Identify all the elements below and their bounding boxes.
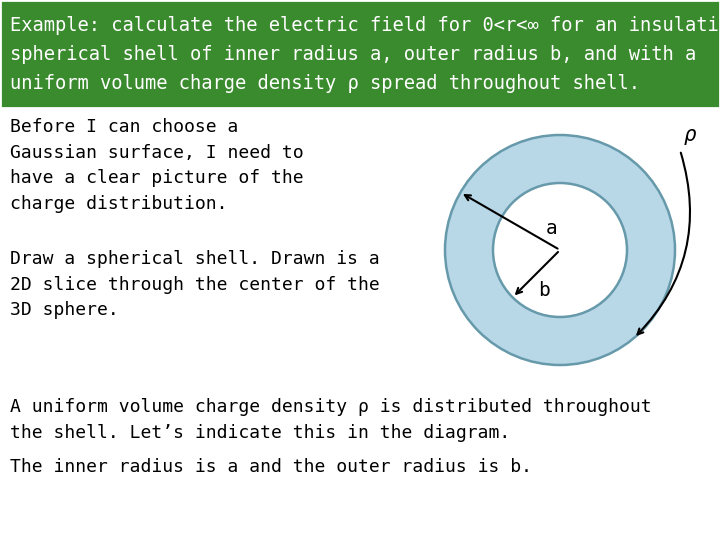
Text: Draw a spherical shell. Drawn is a
2D slice through the center of the
3D sphere.: Draw a spherical shell. Drawn is a 2D sl…	[10, 250, 379, 319]
Text: ρ: ρ	[684, 125, 696, 145]
Text: The inner radius is a and the outer radius is b.: The inner radius is a and the outer radi…	[10, 458, 532, 476]
Text: A uniform volume charge density ρ is distributed throughout
the shell. Let’s ind: A uniform volume charge density ρ is dis…	[10, 398, 652, 442]
Text: Before I can choose a
Gaussian surface, I need to
have a clear picture of the
ch: Before I can choose a Gaussian surface, …	[10, 118, 304, 213]
Circle shape	[445, 135, 675, 365]
Text: a: a	[546, 219, 558, 238]
Circle shape	[493, 183, 627, 317]
Text: Example: calculate the electric field for 0<r<∞ for an insulating: Example: calculate the electric field fo…	[10, 16, 720, 35]
Text: b: b	[538, 280, 550, 300]
Text: spherical shell of inner radius a, outer radius b, and with a: spherical shell of inner radius a, outer…	[10, 45, 696, 64]
Text: uniform volume charge density ρ spread throughout shell.: uniform volume charge density ρ spread t…	[10, 74, 640, 93]
FancyBboxPatch shape	[0, 0, 720, 108]
